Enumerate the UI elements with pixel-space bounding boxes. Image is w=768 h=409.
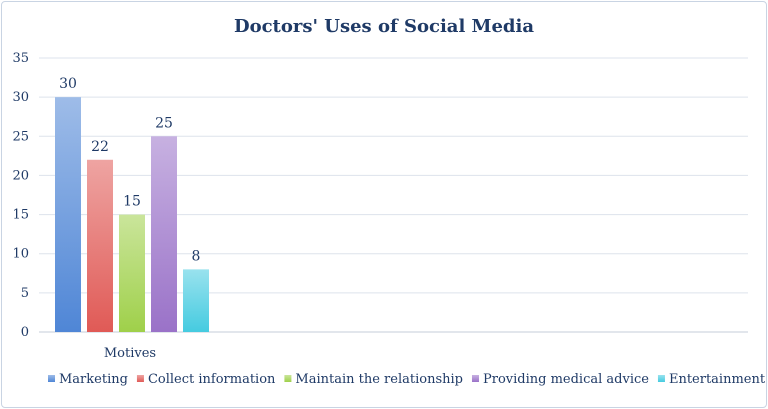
data-label: 15 xyxy=(123,194,141,210)
data-label: 25 xyxy=(155,115,173,131)
chart-title: Doctors' Uses of Social Media xyxy=(234,16,534,37)
legend-label: Providing medical advice xyxy=(483,372,649,387)
bar-collect-information xyxy=(87,159,113,332)
legend-label: Collect information xyxy=(148,372,276,387)
bar-marketing xyxy=(55,97,81,333)
legend-item: Entertainment xyxy=(657,372,766,387)
y-axis-ticks: 0 5 10 15 20 25 30 35 xyxy=(12,51,29,340)
data-label: 30 xyxy=(59,76,77,92)
y-tick-label: 15 xyxy=(12,208,29,223)
y-tick-label: 10 xyxy=(12,247,29,262)
bar-maintain-the-relationship xyxy=(119,214,145,332)
y-tick-label: 30 xyxy=(12,90,29,105)
legend-label: Marketing xyxy=(59,372,128,387)
legend-swatch xyxy=(471,375,479,382)
legend: Marketing Collect information Maintain the… xyxy=(48,372,766,387)
data-label: 8 xyxy=(192,248,201,264)
legend-item: Providing medical advice xyxy=(471,372,649,387)
y-tick-label: 25 xyxy=(12,129,29,144)
legend-swatch xyxy=(657,375,665,382)
bar-providing-medical-advice xyxy=(151,136,177,332)
legend-label: Entertainment xyxy=(669,372,766,387)
category-label: Motives xyxy=(104,346,156,361)
legend-swatch xyxy=(284,375,292,382)
y-tick-label: 0 xyxy=(21,325,29,340)
legend-swatch xyxy=(48,375,55,382)
bars xyxy=(55,97,209,333)
legend-swatch xyxy=(136,375,144,382)
legend-item: Collect information xyxy=(136,372,276,387)
legend-label: Maintain the relationship xyxy=(295,372,463,387)
bar-entertainment xyxy=(183,269,209,332)
y-tick-label: 20 xyxy=(12,168,29,183)
y-tick-label: 35 xyxy=(12,51,29,66)
grid-lines xyxy=(39,57,748,333)
data-label: 22 xyxy=(91,139,109,155)
legend-item: Maintain the relationship xyxy=(284,372,463,387)
data-labels: 30 22 15 25 8 xyxy=(59,76,200,264)
y-tick-label: 5 xyxy=(21,286,29,301)
legend-item: Marketing xyxy=(48,372,128,387)
